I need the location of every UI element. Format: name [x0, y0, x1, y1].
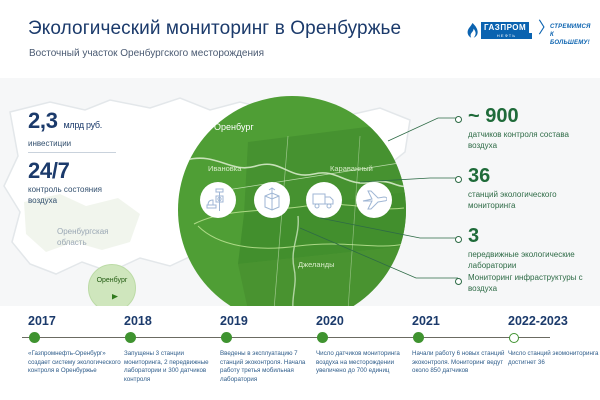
stat-investment: 2,3 млрд руб. инвестиции: [28, 110, 102, 149]
place-name: Оренбург: [214, 122, 254, 132]
place-name: Ивановка: [208, 164, 242, 173]
logo-brand: ГАЗПРОМ: [481, 22, 530, 33]
oblast-name-label: Оренбургская область: [57, 227, 109, 247]
airplane-glyph: [362, 190, 387, 210]
stat-stations: 36 станций экологического мониторинга: [468, 166, 586, 211]
logo-brand-sub: НЕФТЬ: [481, 33, 532, 39]
page-title: Экологический мониторинг в Оренбуржье: [28, 18, 402, 39]
stat-investment-desc: инвестиции: [28, 139, 72, 148]
place-name: Джеланды: [298, 260, 335, 269]
airplane-icon[interactable]: [356, 182, 392, 218]
mobile-lab-truck-icon[interactable]: [306, 182, 342, 218]
logo-separator-icon: 〉: [538, 20, 555, 37]
timeline-axis: [22, 337, 550, 339]
stat-investment-value: 2,3: [28, 108, 58, 133]
stat-investment-unit: млрд руб.: [63, 120, 103, 130]
logo-brand-sub-text: НЕФТЬ: [496, 33, 517, 38]
timeline-text: Запущены 3 станции мониторинга, 2 передв…: [124, 350, 209, 383]
logo-slogan-line2: К БОЛЬШЕМУ!: [550, 32, 590, 46]
timeline-dot[interactable]: [125, 332, 136, 343]
leader-dot-labs: [455, 236, 462, 243]
place-label-orenburg: Оренбург: [205, 122, 254, 132]
page-subtitle: Восточный участок Оренбургского месторож…: [29, 48, 264, 59]
timeline-year: 2019: [220, 314, 248, 328]
timeline-year: 2017: [28, 314, 56, 328]
place-label-karavanny: Караванный: [330, 164, 373, 173]
timeline-text: Начали работу 6 новых станций экоконтрол…: [412, 350, 505, 375]
gazprom-flame-icon: [467, 23, 478, 38]
stat-air-monitoring: Мониторинг инфраструктуры с воздуха: [468, 272, 594, 294]
timeline: 2017 «Газпромнефть-Оренбург» создает сис…: [0, 306, 600, 400]
monitoring-station-glyph: [264, 187, 280, 211]
inset-label: Оренбург: [96, 277, 128, 284]
stat-sensors-number: ~ 900: [468, 105, 519, 127]
stat-247-desc: контроль состояния воздуха: [28, 185, 103, 205]
place-label-ivanovka: Ивановка: [208, 164, 241, 173]
logo-slogan-line1: СТРЕМИМСЯ: [550, 24, 591, 30]
timeline-text: Число станций экомониторинга достигнет 3…: [508, 350, 599, 366]
place-dot-icon: [205, 125, 208, 128]
stat-sensors-desc: датчиков контроля состава воздуха: [468, 130, 569, 150]
stat-sensors: ~ 900 датчиков контроля состава воздуха: [468, 106, 588, 151]
place-name: Караванный: [330, 164, 373, 173]
pointing-hand-icon: [105, 294, 118, 300]
stat-investment-number: 2,3 млрд руб.: [28, 110, 102, 136]
gazprom-neft-logo: ГАЗПРОМ НЕФТЬ 〉 СТРЕМИМСЯ К БОЛЬШЕМУ!: [466, 20, 590, 46]
header: Экологический мониторинг в Оренбуржье Во…: [0, 0, 600, 78]
timeline-dot[interactable]: [29, 332, 40, 343]
timeline-year: 2018: [124, 314, 152, 328]
stat-247-number: 24/7: [28, 158, 70, 183]
monitoring-station-icon[interactable]: [254, 182, 290, 218]
map-panel: Оренбургская область Оренбург: [0, 78, 600, 306]
stat-stations-number: 36: [468, 165, 491, 187]
stat-air-monitoring-desc: Мониторинг инфраструктуры с воздуха: [468, 273, 583, 293]
stat-labs: 3 передвижные экологические лаборатории: [468, 226, 580, 271]
timeline-text: Число датчиков мониторинга воздуха на ме…: [316, 350, 400, 375]
timeline-year: 2022-2023: [508, 314, 568, 328]
leader-dot-air: [455, 278, 462, 285]
timeline-dot[interactable]: [509, 333, 519, 343]
air-sensor-post-glyph: [206, 188, 224, 211]
leader-dot-sensors: [455, 116, 462, 123]
timeline-text: Введены в эксплуатацию 7 станций экоконт…: [220, 350, 306, 383]
timeline-dot[interactable]: [221, 332, 232, 343]
leader-dot-stations: [455, 176, 462, 183]
timeline-year: 2021: [412, 314, 440, 328]
orenburg-inset-marker: Оренбург: [88, 264, 136, 306]
timeline-year: 2020: [316, 314, 344, 328]
stat-labs-desc: передвижные экологические лаборатории: [468, 250, 575, 270]
place-label-dzhelandy: Джеланды: [298, 260, 334, 269]
logo-slogan: СТРЕМИМСЯ К БОЛЬШЕМУ!: [550, 23, 591, 47]
stat-labs-number: 3: [468, 225, 480, 247]
stat-stations-desc: станций экологического мониторинга: [468, 190, 557, 210]
timeline-dot[interactable]: [413, 332, 424, 343]
mobile-lab-truck-glyph: [312, 193, 334, 209]
left-stats-divider: [28, 152, 116, 153]
timeline-dot[interactable]: [317, 332, 328, 343]
air-sensor-post-icon[interactable]: [200, 182, 236, 218]
stat-247: 24/7 контроль состояния воздуха: [28, 160, 120, 206]
timeline-text: «Газпромнефть-Оренбург» создает систему …: [28, 350, 121, 375]
